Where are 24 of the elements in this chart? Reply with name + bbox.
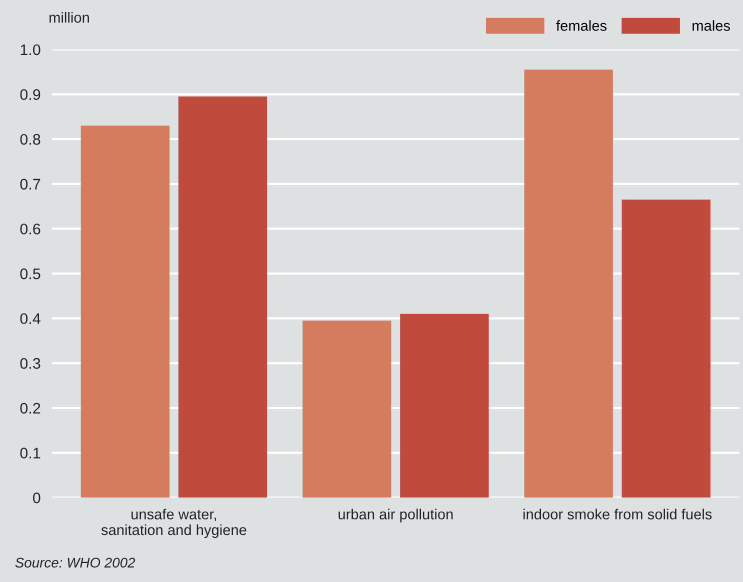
bar bbox=[622, 200, 710, 498]
y-tick-label: 0.6 bbox=[20, 224, 40, 234]
y-axis-title: million bbox=[50, 12, 89, 23]
y-tick-label: 0.2 bbox=[20, 402, 40, 414]
y-tick-label: 1.0 bbox=[20, 44, 40, 56]
bar bbox=[80, 126, 170, 498]
x-tick-label: indoor smoke from solid fuels bbox=[524, 508, 712, 520]
x-tick-label: unsafe water, sanitation and hygiene bbox=[101, 508, 246, 538]
y-tick-label: 0.1 bbox=[20, 448, 40, 458]
bar bbox=[400, 314, 489, 498]
y-tick-label: 0.5 bbox=[20, 268, 40, 280]
y-tick-label: 0.4 bbox=[20, 313, 40, 324]
source-note: Source: WHO 2002 bbox=[15, 558, 136, 568]
y-tick-label: 0.3 bbox=[20, 358, 40, 369]
y-tick-label: 0.8 bbox=[20, 134, 40, 145]
bar bbox=[178, 96, 268, 498]
bar bbox=[524, 70, 613, 498]
y-tick-label: 0.9 bbox=[20, 89, 40, 100]
x-tick-label: urban air pollution bbox=[338, 508, 453, 522]
legend-label: females bbox=[556, 20, 607, 31]
legend-label: males bbox=[692, 20, 730, 31]
bar bbox=[302, 320, 392, 498]
y-tick-label: 0 bbox=[33, 492, 40, 504]
y-tick-label: 0.7 bbox=[20, 178, 40, 190]
